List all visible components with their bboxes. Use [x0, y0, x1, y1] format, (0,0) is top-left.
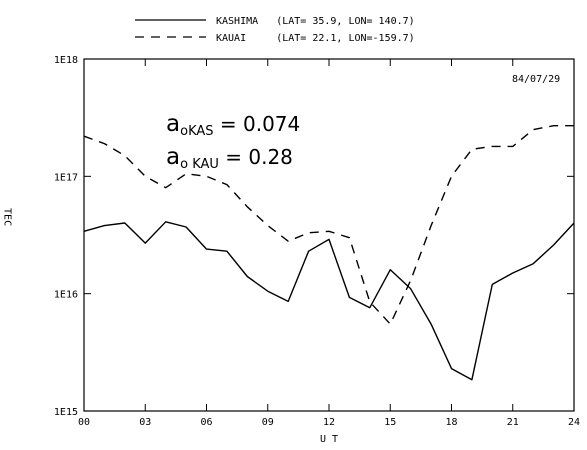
- x-tick-label: 00: [78, 417, 90, 428]
- x-axis-title: U T: [320, 434, 338, 445]
- x-tick-label: 09: [262, 417, 274, 428]
- annotation-a-symbol: a: [166, 111, 180, 137]
- annotation-kauai-value: = 0.28: [219, 145, 293, 169]
- y-axis-title: T E C: [2, 208, 13, 226]
- series-line-kashima: [83, 221, 575, 381]
- x-tick-label: 24: [568, 417, 580, 428]
- annotation-a-symbol: a: [166, 144, 180, 170]
- y-tick-label: 1E17: [54, 172, 78, 183]
- legend-text-kashima: KASHIMA (LAT= 35.9, LON= 140.7): [216, 16, 415, 27]
- date-label: 84/07/29: [512, 74, 560, 85]
- series-line-kauai: [83, 124, 574, 325]
- annotation-kashima: aoKAS = 0.074: [166, 111, 300, 139]
- y-tick-label: 1E15: [54, 407, 78, 418]
- x-tick-label: 06: [200, 417, 212, 428]
- annotation-kauai: ao KAU = 0.28: [166, 144, 293, 172]
- axis-ticks: 00 03 06 09 12 15 18 21 24 1E15 1E16 1E17 1E18: [54, 55, 580, 428]
- y-tick-label: 1E18: [54, 55, 78, 66]
- x-tick-label: 03: [139, 417, 151, 428]
- annotation-kashima-value: = 0.074: [214, 112, 301, 136]
- x-tick-label: 21: [507, 417, 519, 428]
- y-tick-label: 1E16: [54, 290, 78, 301]
- plot-frame: [83, 58, 575, 412]
- x-tick-label: 12: [323, 417, 335, 428]
- x-tick-label: 15: [384, 417, 396, 428]
- legend-text-kauai: KAUAI (LAT= 22.1, LON=-159.7): [216, 33, 415, 44]
- series-lines: [83, 124, 575, 381]
- annotation-kauai-subscript: o KAU: [180, 157, 219, 172]
- x-tick-label: 18: [445, 417, 457, 428]
- annotation-kashima-subscript: oKAS: [180, 124, 213, 139]
- legend: KASHIMA (LAT= 35.9, LON= 140.7) KAUAI (L…: [135, 16, 415, 44]
